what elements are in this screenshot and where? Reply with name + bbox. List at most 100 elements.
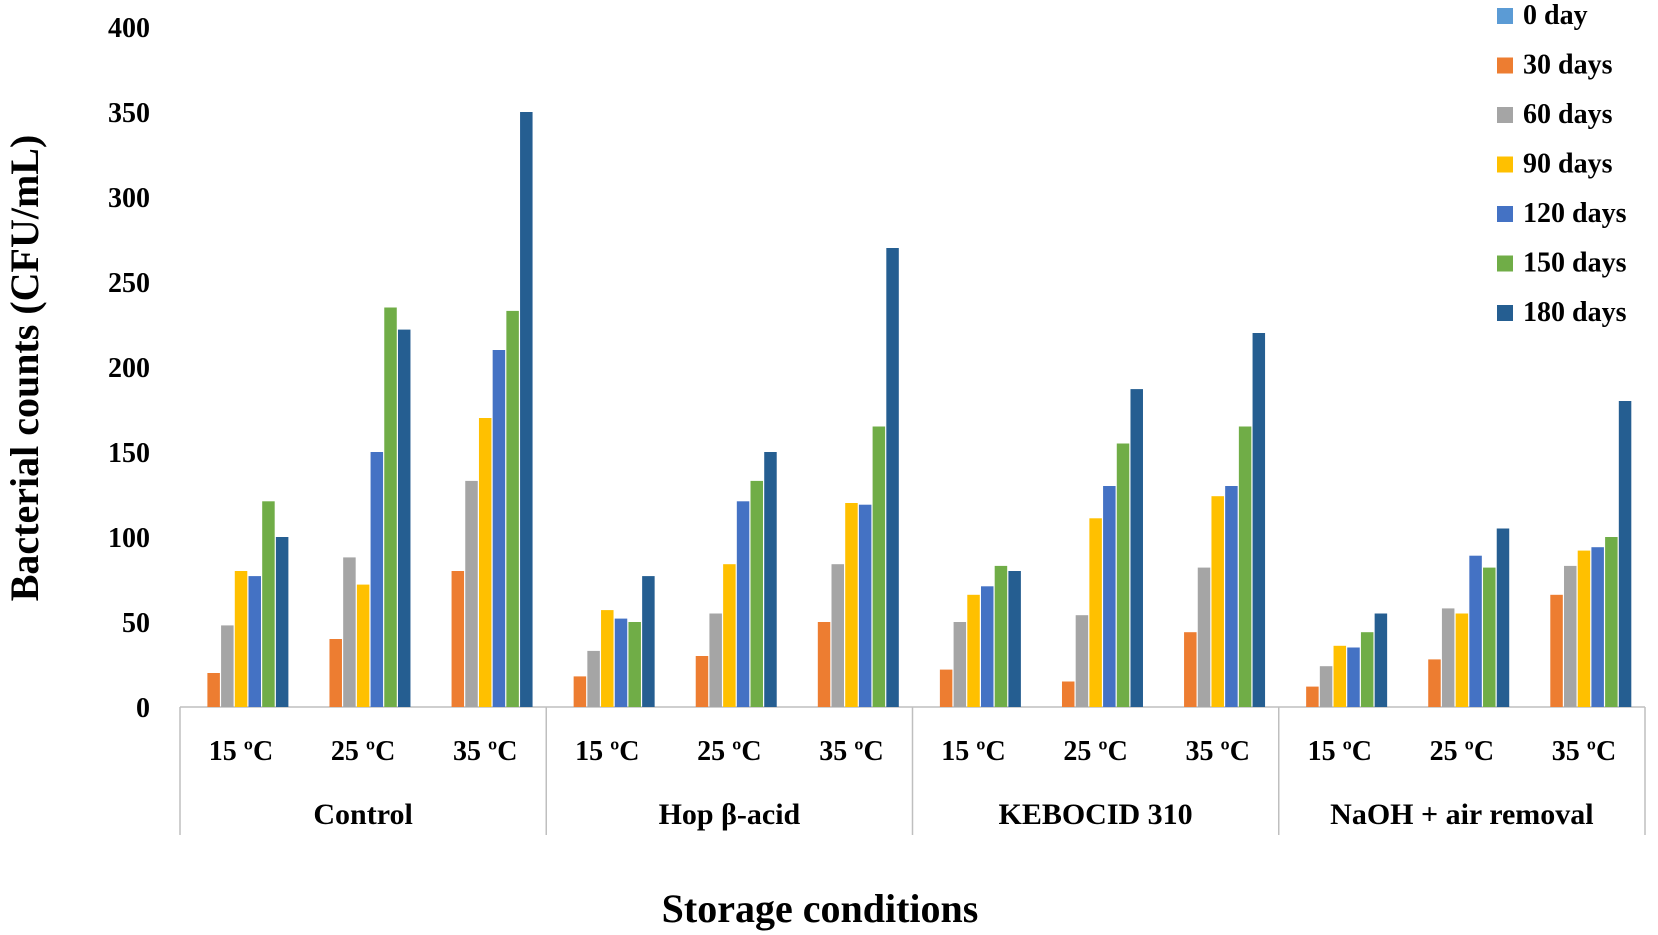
bar-120-days-6 [858, 504, 872, 707]
bar-150-days-5 [750, 480, 764, 707]
bar-30-days-1 [207, 673, 220, 707]
bar-30-days-12 [1550, 594, 1563, 707]
bar-90-days-12 [1577, 550, 1591, 707]
x-axis-title: Storage conditions [662, 886, 979, 931]
bar-60-days-6 [831, 564, 845, 707]
bar-180-days-6 [886, 248, 899, 707]
x-group-label: KEBOCID 310 [998, 798, 1192, 831]
bar-180-days-4 [642, 576, 655, 707]
bar-90-days-7 [967, 594, 980, 707]
bar-120-days-5 [736, 501, 750, 707]
legend-swatch-150-days [1497, 255, 1513, 272]
legend-label: 180 days [1523, 297, 1627, 328]
bar-30-days-5 [695, 656, 709, 707]
bar-120-days-11 [1469, 555, 1482, 707]
y-tick-label: 300 [108, 183, 150, 214]
legend-label: 90 days [1523, 149, 1613, 180]
legend-swatch-0-day [1497, 8, 1513, 24]
x-category-label: 15 ºC [941, 736, 1005, 767]
bar-90-days-5 [723, 564, 736, 707]
x-category-label: 15 ºC [1308, 736, 1372, 767]
bar-90-days-2 [356, 584, 370, 707]
bar-120-days-2 [370, 452, 384, 707]
y-axis-title: Bacterial counts (CFU/mL) [2, 135, 47, 602]
bar-150-days-1 [262, 501, 275, 707]
x-category-label: 35 ºC [1552, 736, 1616, 767]
bar-180-days-1 [275, 537, 289, 707]
bar-150-days-7 [994, 565, 1008, 707]
labels-layer: 0 50 100 150 200 250 300 350 400 15 ºC 25 ºC 35 ºC 1… [108, 13, 1616, 831]
y-tick-label: 200 [108, 353, 150, 384]
bar-90-days-8 [1089, 518, 1102, 707]
bar-150-days-2 [384, 307, 397, 707]
x-category-label: 35 ºC [819, 736, 883, 767]
legend-swatch-180-days [1497, 305, 1513, 321]
bar-120-days-3 [492, 350, 506, 707]
y-tick-label: 350 [108, 98, 150, 129]
legend-swatch-60-days [1497, 107, 1513, 123]
x-group-label: NaOH + air removal [1330, 798, 1593, 831]
bar-60-days-8 [1075, 615, 1089, 707]
y-tick-label: 50 [122, 608, 150, 639]
bar-60-days-11 [1441, 608, 1455, 707]
x-category-label: 25 ºC [697, 736, 761, 767]
y-tick-label: 100 [108, 523, 150, 554]
x-group-label: Control [313, 798, 412, 831]
bar-90-days-4 [601, 610, 614, 707]
x-category-label: 35 ºC [453, 736, 517, 767]
bar-60-days-1 [221, 625, 234, 707]
bar-30-days-7 [939, 669, 953, 707]
legend-label: 150 days [1523, 248, 1627, 279]
bar-150-days-12 [1605, 537, 1618, 707]
bar-30-days-8 [1061, 681, 1075, 707]
bar-30-days-3 [451, 571, 465, 707]
bar-30-days-6 [817, 622, 831, 707]
bar-180-days-12 [1618, 401, 1632, 707]
legend-label: 0 day [1523, 0, 1588, 31]
legend-swatch-120-days [1497, 206, 1513, 222]
bar-180-days-3 [520, 112, 533, 707]
bar-120-days-9 [1225, 486, 1238, 707]
legend-label: 60 days [1523, 99, 1613, 130]
y-tick-label: 250 [108, 268, 150, 299]
bar-120-days-7 [980, 586, 994, 707]
axes-layer [179, 706, 1646, 835]
bar-30-days-4 [573, 676, 587, 707]
bar-90-days-9 [1211, 496, 1224, 707]
bar-120-days-4 [614, 618, 628, 707]
bar-30-days-11 [1428, 659, 1441, 707]
bar-180-days-9 [1252, 333, 1266, 707]
legend-swatch-90-days [1497, 156, 1513, 173]
y-tick-label: 150 [108, 438, 150, 469]
bars-layer [207, 112, 1632, 707]
bar-120-days-8 [1103, 486, 1116, 707]
bar-30-days-10 [1306, 686, 1319, 707]
bar-30-days-9 [1184, 632, 1197, 707]
bar-60-days-7 [953, 622, 967, 707]
bar-180-days-2 [397, 329, 411, 707]
bar-150-days-11 [1483, 567, 1496, 707]
bar-90-days-11 [1455, 613, 1469, 707]
legend-layer: 0 day 30 days 60 days 90 days 120 days 150 da… [1497, 0, 1627, 328]
bar-180-days-8 [1130, 389, 1143, 707]
bar-180-days-11 [1496, 528, 1510, 707]
bar-60-days-9 [1197, 567, 1211, 707]
x-category-label: 25 ºC [1430, 736, 1494, 767]
bar-60-days-10 [1319, 666, 1333, 707]
x-category-label: 25 ºC [331, 736, 395, 767]
x-category-label: 35 ºC [1185, 736, 1249, 767]
bar-120-days-12 [1591, 547, 1604, 707]
x-category-label: 25 ºC [1063, 736, 1127, 767]
bar-60-days-5 [709, 613, 722, 707]
bar-150-days-6 [872, 426, 886, 707]
bar-60-days-3 [465, 480, 478, 707]
bar-180-days-7 [1008, 571, 1021, 707]
x-category-label: 15 ºC [209, 736, 273, 767]
legend-label: 120 days [1523, 198, 1627, 229]
bar-60-days-12 [1564, 565, 1577, 707]
bar-30-days-2 [329, 639, 342, 707]
x-group-label: Hop β-acid [659, 798, 801, 831]
bar-150-days-4 [628, 622, 641, 707]
